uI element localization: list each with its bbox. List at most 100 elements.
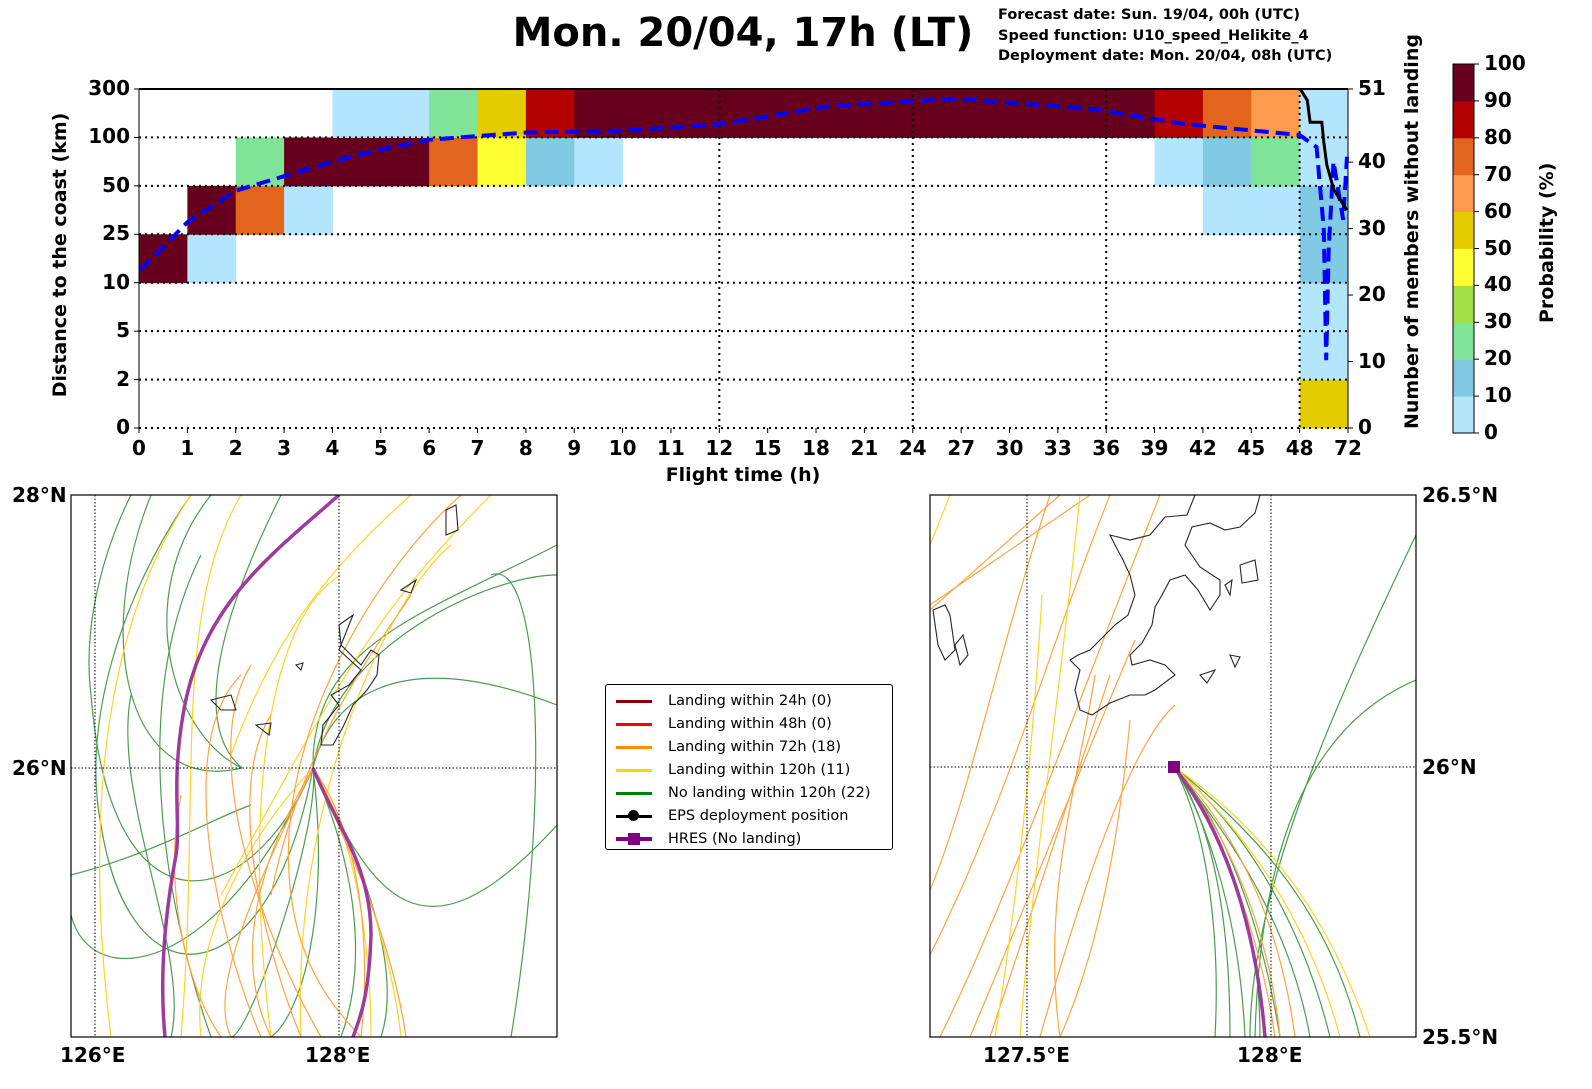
coastline [209,504,459,746]
heatmap-cell [284,185,333,235]
heatmap-cell [1202,185,1252,235]
x-tick-label: 15 [753,436,782,460]
right-map-lon-128: 128°E [1237,1043,1303,1067]
colorbar-segment [1453,211,1474,249]
mean-distance-line [138,96,1349,361]
landing-72h-trajectories [930,495,1176,1037]
colorbar-tick-label: 40 [1484,272,1512,297]
right-map-lon-127-5: 127.5°E [983,1043,1070,1067]
right-map-lat-25-5: 25.5°N [1422,1025,1499,1049]
heatmap-cell [719,89,769,138]
x-tick-label: 9 [567,436,582,460]
x-tick-label: 10 [608,436,637,460]
chart-title: Mon. 20/04, 17h (LT) [512,10,974,56]
x-tick-label: 45 [1237,436,1266,460]
heatmap-cell [816,89,865,138]
colorbar-segment [1453,64,1474,102]
heatmap-cell [477,137,527,187]
legend-line-icon [616,768,652,772]
right-map-lat-26-5: 26.5°N [1422,483,1499,507]
legend-label: Landing within 72h (18) [668,739,841,755]
x-tick-label: 48 [1285,436,1314,460]
y-tick-label: 2 [116,366,130,391]
x-tick-label: 72 [1334,436,1362,460]
legend-line-icon [616,833,652,845]
legend-label: EPS deployment position [668,808,849,824]
right-map-lat-26: 26°N [1422,755,1477,779]
y2-tick-label: 30 [1358,215,1386,240]
hres-deployment-marker [1168,761,1180,773]
legend-label: No landing within 120h (22) [668,785,871,801]
legend-line-icon [616,810,652,821]
colorbar-tick-label: 80 [1484,124,1512,149]
colorbar-segment [1453,248,1474,286]
landing-120h-trajectories [98,495,492,1037]
x-tick-label: 33 [1043,436,1072,460]
heatmap-cell [670,89,720,138]
heatmap-cell [477,89,527,138]
map-frame [70,494,558,1038]
colorbar-tick-label: 60 [1484,198,1512,223]
x-tick-label: 1 [180,436,195,460]
heatmap-cell [429,137,479,187]
y-tick-label: 25 [102,221,130,246]
heatmap-cell [1057,89,1107,138]
coastline [932,495,1261,716]
heatmap-plot [134,63,1479,434]
colorbar-segment [1453,285,1474,323]
colorbar-tick-label: 70 [1484,161,1512,186]
deployment-date: Deployment date: Mon. 20/04, 08h (UTC) [998,48,1333,64]
legend-line-icon [616,699,652,703]
colorbar-tick-label: 10 [1484,383,1512,408]
heatmap-cell [1251,137,1301,187]
legend-line-icon [616,791,652,795]
y-tick-label: 300 [88,76,130,100]
legend-item: Landing within 72h (18) [616,736,841,758]
x-tick-label: 30 [995,436,1024,460]
y2-tick-label: 51 [1358,76,1386,100]
legend-item: Landing within 24h (0) [616,690,832,712]
left-map [70,494,558,1038]
landing-72h-trajectories [173,495,462,1037]
x-tick-label: 42 [1188,436,1217,460]
heatmap-cell [235,185,285,235]
speed-function: Speed function: U10_speed_Helikite_4 [998,28,1309,44]
heatmap-cell [139,234,188,284]
legend-label: HRES (No landing) [668,831,802,847]
heatmap-cell [912,89,962,138]
colorbar-tick-label: 90 [1484,87,1512,112]
heatmap-cell [1009,89,1059,138]
heatmap-cell [187,234,237,284]
heatmap-cell [1251,185,1301,235]
landing-120h-fan [1173,766,1371,1037]
x-tick-label: 5 [373,436,388,460]
x-tick-label: 11 [657,436,685,460]
x-tick-label: 21 [850,436,879,460]
x-tick-label: 18 [802,436,830,460]
legend-item: EPS deployment position [616,805,849,827]
left-map-lat-28: 28°N [12,483,67,507]
x-tick-label: 3 [277,436,292,460]
legend-item: Landing within 48h (0) [616,713,832,735]
x-tick-label: 27 [947,436,976,460]
heatmap-cell [1299,379,1349,429]
legend: Landing within 24h (0) Landing within 48h… [605,684,893,850]
colorbar-tick-label: 20 [1484,346,1512,371]
heatmap-cell [235,137,285,187]
colorbar-segment [1453,100,1474,139]
hres-trajectory [160,495,341,1037]
heatmap-cell [525,137,575,187]
x-tick-label: 36 [1092,436,1121,460]
left-map-lon-128: 128°E [305,1043,371,1067]
legend-item: HRES (No landing) [616,828,801,850]
left-map-lat-26: 26°N [12,756,67,780]
x-tick-label: 12 [705,436,734,460]
y2-tick-label: 40 [1358,149,1386,174]
colorbar-label: Probability (%) [1536,162,1558,323]
y-tick-label: 5 [116,318,130,343]
x-tick-label: 6 [422,436,437,460]
x-tick-label: 7 [470,436,485,460]
y2-tick-label: 20 [1358,282,1386,307]
legend-item: Landing within 120h (11) [616,759,850,781]
x-tick-label: 0 [132,436,146,460]
